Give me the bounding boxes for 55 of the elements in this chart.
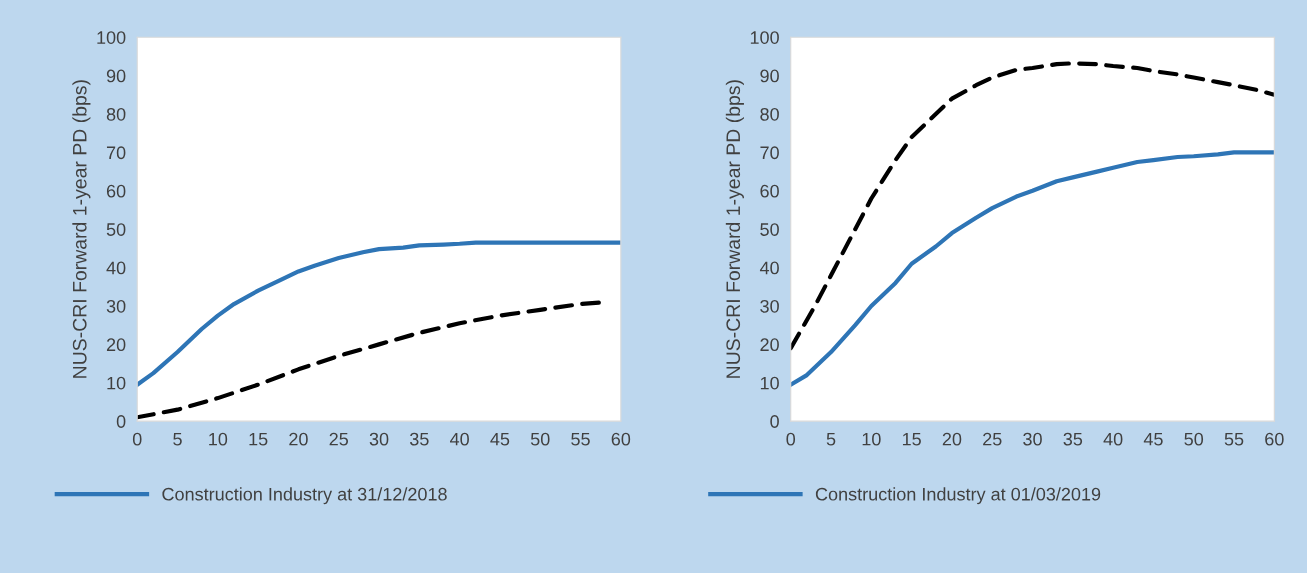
x-tick-label: 60 [1265,432,1284,446]
x-tick-label: 55 [571,432,590,446]
y-tick-label: 0 [770,415,779,428]
y-tick-label: 50 [760,223,779,236]
y-tick-label: 80 [106,107,126,121]
y-tick-label: 80 [760,107,779,121]
x-tick-label: 25 [329,432,349,446]
x-tick-label: 25 [983,432,1002,446]
line-series [790,61,1275,351]
legend-label: Construction Industry at 01/03/2019 [815,487,1101,505]
x-tick-label: 35 [409,432,429,446]
y-tick-label: 50 [106,223,126,236]
x-tick-label: 50 [1184,432,1204,446]
y-tick-label: 70 [106,146,126,160]
x-tick-label: 45 [490,432,510,446]
y-tick-label: 20 [760,338,779,352]
y-tick-label: 30 [106,299,126,313]
x-tick-label: 0 [132,432,142,446]
x-tick-label: 40 [1103,432,1123,446]
x-tick-label: 55 [1224,432,1244,446]
y-tick-label: 30 [760,299,779,313]
x-tick-label: 10 [209,432,228,446]
x-tick-label: 35 [1063,432,1083,446]
y-tick-label: 100 [97,31,126,44]
y-tick-label: 90 [760,69,779,83]
x-tick-label: 20 [289,432,308,446]
y-tick-label: 20 [106,338,126,352]
x-tick-label: 50 [530,432,550,446]
line-series [137,240,621,387]
x-tick-label: 0 [786,432,796,446]
x-tick-label: 45 [1143,432,1163,446]
x-tick-label: 5 [173,432,182,446]
line-series [790,150,1275,387]
x-tick-label: 30 [1023,432,1042,446]
y-axis-title: NUS-CRI Forward 1-year PD (bps) [72,80,91,378]
x-tick-label: 10 [862,432,881,446]
legend-label: Construction Industry at 31/12/2018 [162,487,447,505]
y-tick-label: 40 [106,261,126,275]
x-tick-label: 15 [902,432,921,446]
y-tick-label: 90 [106,69,126,83]
y-tick-label: 100 [750,31,779,44]
x-tick-label: 20 [942,432,962,446]
x-tick-label: 40 [450,432,469,446]
x-tick-label: 15 [249,432,268,446]
y-tick-label: 10 [107,376,126,390]
y-tick-label: 60 [760,184,779,198]
x-tick-label: 30 [369,432,389,446]
y-tick-label: 10 [760,376,779,390]
y-axis-title: NUS-CRI Forward 1-year PD (bps) [725,80,744,378]
y-tick-label: 70 [760,146,779,160]
x-tick-label: 5 [826,432,836,446]
y-tick-label: 0 [116,415,126,428]
x-tick-label: 60 [611,432,631,446]
y-tick-label: 40 [759,261,779,275]
y-tick-label: 60 [106,184,126,198]
